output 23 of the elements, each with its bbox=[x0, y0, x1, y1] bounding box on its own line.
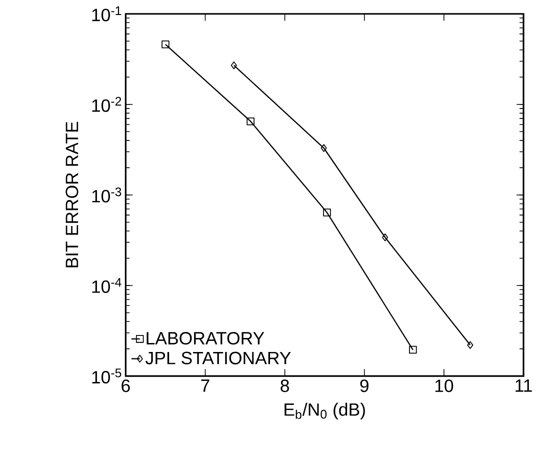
y-axis-title: BIT ERROR RATE bbox=[66, 122, 78, 268]
x-tick-label: 10 bbox=[435, 379, 454, 392]
point bbox=[246, 117, 254, 126]
y-tick-label: 10$^{-1}$ bbox=[92, 6, 122, 22]
x-tick-label: 6 bbox=[122, 379, 130, 392]
point bbox=[162, 40, 170, 48]
x-axis-title: E$_{b}$/N$_{0}$ (dB) bbox=[284, 402, 365, 420]
point bbox=[230, 61, 237, 70]
y-tick-label: 10$^{-2}$ bbox=[92, 96, 122, 112]
x-tick-label: 9 bbox=[360, 379, 368, 392]
legend-label: LABORATORY bbox=[146, 332, 264, 345]
y-tick-label: 10$^{-3}$ bbox=[92, 187, 122, 202]
point bbox=[320, 144, 327, 152]
x-tick-label: 11 bbox=[516, 379, 532, 392]
y-tick-label: 10$^{-4}$ bbox=[92, 278, 122, 293]
x-tick-label: 7 bbox=[201, 379, 210, 392]
y-tick-label: 10$^{-5}$ bbox=[92, 368, 122, 384]
legend-label: JPL STATIONARY bbox=[146, 352, 291, 364]
point bbox=[409, 346, 417, 354]
x-tick-label: 8 bbox=[280, 379, 289, 392]
point bbox=[323, 208, 331, 216]
point bbox=[382, 233, 388, 242]
point bbox=[467, 341, 474, 349]
